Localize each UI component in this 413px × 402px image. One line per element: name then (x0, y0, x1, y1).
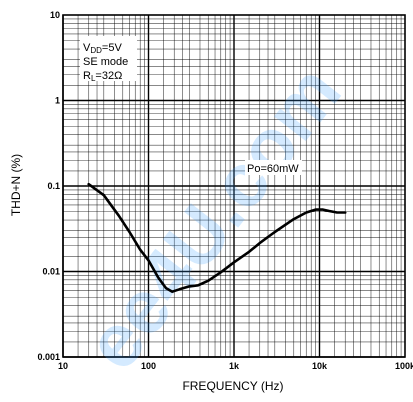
condition-mode: SE mode (83, 56, 128, 68)
y-tick-label: 10 (50, 10, 60, 20)
condition-vdd: VDD=5V (83, 42, 122, 55)
y-tick-label: 0.01 (42, 267, 60, 277)
x-tick-label: 10 (58, 361, 68, 371)
y-axis-label: THD+N (%) (9, 154, 23, 216)
series-line-po-60mw (87, 182, 347, 293)
y-tick-label: 1 (55, 96, 60, 106)
x-tick-label: 10k (312, 361, 328, 371)
series-label-box (245, 160, 302, 175)
condition-rl: RL=32Ω (83, 70, 122, 83)
conditions-box (80, 36, 137, 81)
grid (62, 14, 406, 358)
series-label: Po=60mW (247, 163, 299, 175)
plot-frame (62, 14, 406, 358)
y-tick-label: 0.001 (37, 352, 60, 362)
y-tick-label: 0.1 (47, 181, 60, 191)
x-tick-label: 1k (229, 361, 240, 371)
annotations: VDD=5V SE mode RL=32Ω Po=60mW (80, 36, 302, 175)
series-layer (87, 182, 347, 293)
x-axis-label: FREQUENCY (Hz) (182, 379, 283, 393)
x-tick-label: 100k (395, 361, 413, 371)
x-tick-label: 100 (141, 361, 156, 371)
